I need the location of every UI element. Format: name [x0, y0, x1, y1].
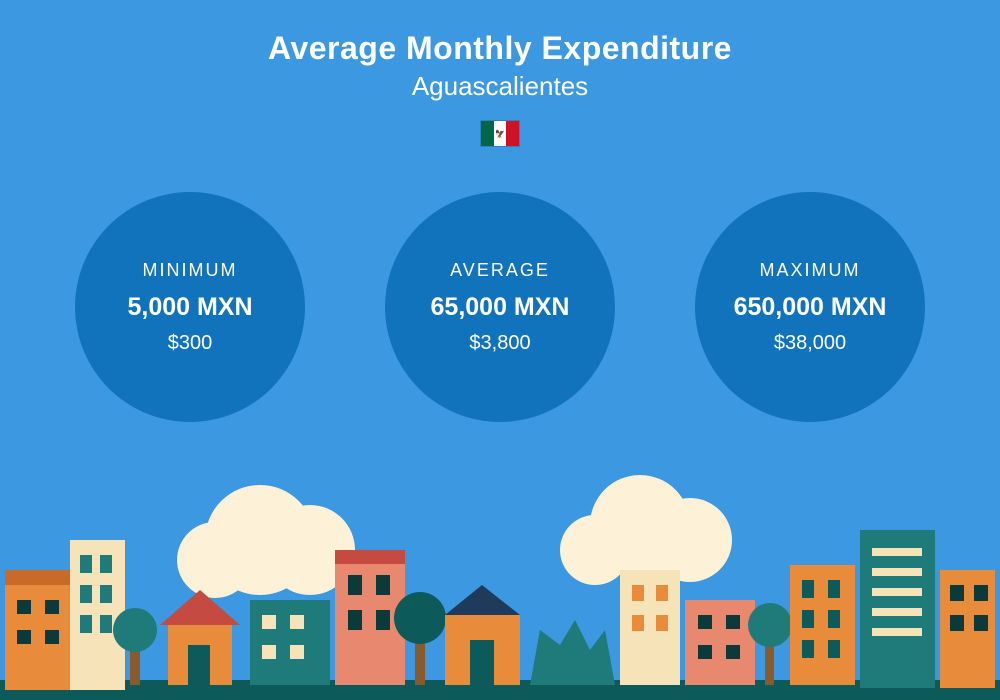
- stat-mxn: 65,000 MXN: [431, 293, 570, 322]
- stat-circle-average: AVERAGE 65,000 MXN $3,800: [385, 192, 615, 422]
- page-title: Average Monthly Expenditure: [268, 30, 732, 67]
- stat-circles-row: MINIMUM 5,000 MXN $300 AVERAGE 65,000 MX…: [75, 192, 925, 422]
- stat-usd: $38,000: [774, 332, 846, 355]
- stat-label: MINIMUM: [143, 260, 238, 281]
- stat-label: MAXIMUM: [760, 260, 861, 281]
- flag-emblem-icon: 🦅: [495, 129, 505, 138]
- stat-usd: $300: [168, 332, 213, 355]
- flag-stripe-red: [506, 121, 519, 146]
- flag-stripe-green: [481, 121, 494, 146]
- mexico-flag-icon: 🦅: [480, 120, 520, 147]
- content-area: Average Monthly Expenditure Aguascalient…: [0, 0, 1000, 700]
- stat-mxn: 5,000 MXN: [127, 293, 252, 322]
- stat-label: AVERAGE: [450, 260, 550, 281]
- stat-usd: $3,800: [469, 332, 530, 355]
- stat-mxn: 650,000 MXN: [734, 293, 887, 322]
- stat-circle-minimum: MINIMUM 5,000 MXN $300: [75, 192, 305, 422]
- subtitle: Aguascalientes: [412, 71, 588, 102]
- stat-circle-maximum: MAXIMUM 650,000 MXN $38,000: [695, 192, 925, 422]
